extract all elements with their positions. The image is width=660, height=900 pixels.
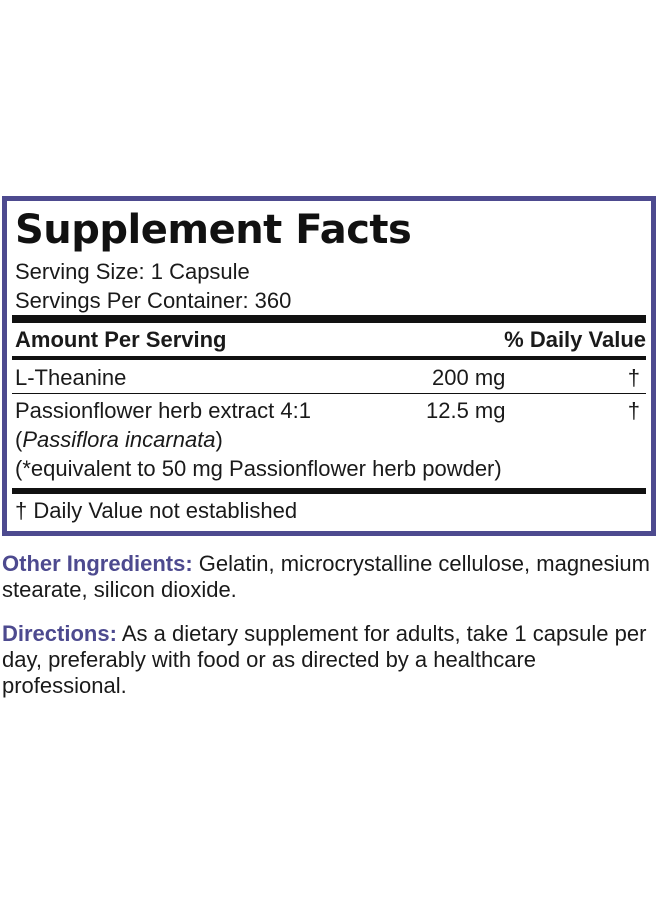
ingredient-dv-symbol: † xyxy=(627,398,640,423)
other-ingredients-label: Other Ingredients: xyxy=(2,551,193,576)
ingredient-name: Passionflower herb extract 4:1 xyxy=(15,398,311,423)
ingredient-amount: 200 mg xyxy=(432,365,506,390)
other-ingredients: Other Ingredients: Gelatin, microcrystal… xyxy=(2,551,657,603)
thick-divider xyxy=(12,315,646,323)
thick-divider-bottom xyxy=(12,488,646,494)
supplement-facts-content: Supplement Facts Serving Size: 1 Capsule… xyxy=(12,201,646,531)
serving-size: Serving Size: 1 Capsule xyxy=(15,259,250,284)
latin-close-paren: ) xyxy=(215,427,223,452)
panel-title: Supplement Facts xyxy=(15,207,412,253)
latin-name: Passiflora incarnata xyxy=(22,427,216,452)
directions-label: Directions: xyxy=(2,621,117,646)
ingredient-amount: 12.5 mg xyxy=(426,398,506,423)
supplement-facts-panel: Supplement Facts Serving Size: 1 Capsule… xyxy=(2,196,656,536)
ingredient-name: L-Theanine xyxy=(15,365,127,390)
other-ingredients-text: Gelatin, microcrystalline cellulose, mag… xyxy=(2,551,650,602)
header-daily-value: % Daily Value xyxy=(504,327,646,352)
servings-per-container: Servings Per Container: 360 xyxy=(15,288,292,313)
directions-text: As a dietary supplement for adults, take… xyxy=(2,621,647,698)
header-amount-per-serving: Amount Per Serving xyxy=(15,327,227,352)
ingredient-dv-symbol: † xyxy=(627,365,640,390)
medium-divider xyxy=(12,356,646,360)
footnote: † Daily Value not established xyxy=(15,498,298,523)
row-divider xyxy=(12,393,646,394)
latin-name-line: (Passiflora incarnata) xyxy=(15,427,223,453)
latin-open-paren: ( xyxy=(15,427,23,452)
directions: Directions: As a dietary supplement for … xyxy=(2,621,657,699)
equivalence-note: (*equivalent to 50 mg Passionflower herb… xyxy=(15,456,502,481)
